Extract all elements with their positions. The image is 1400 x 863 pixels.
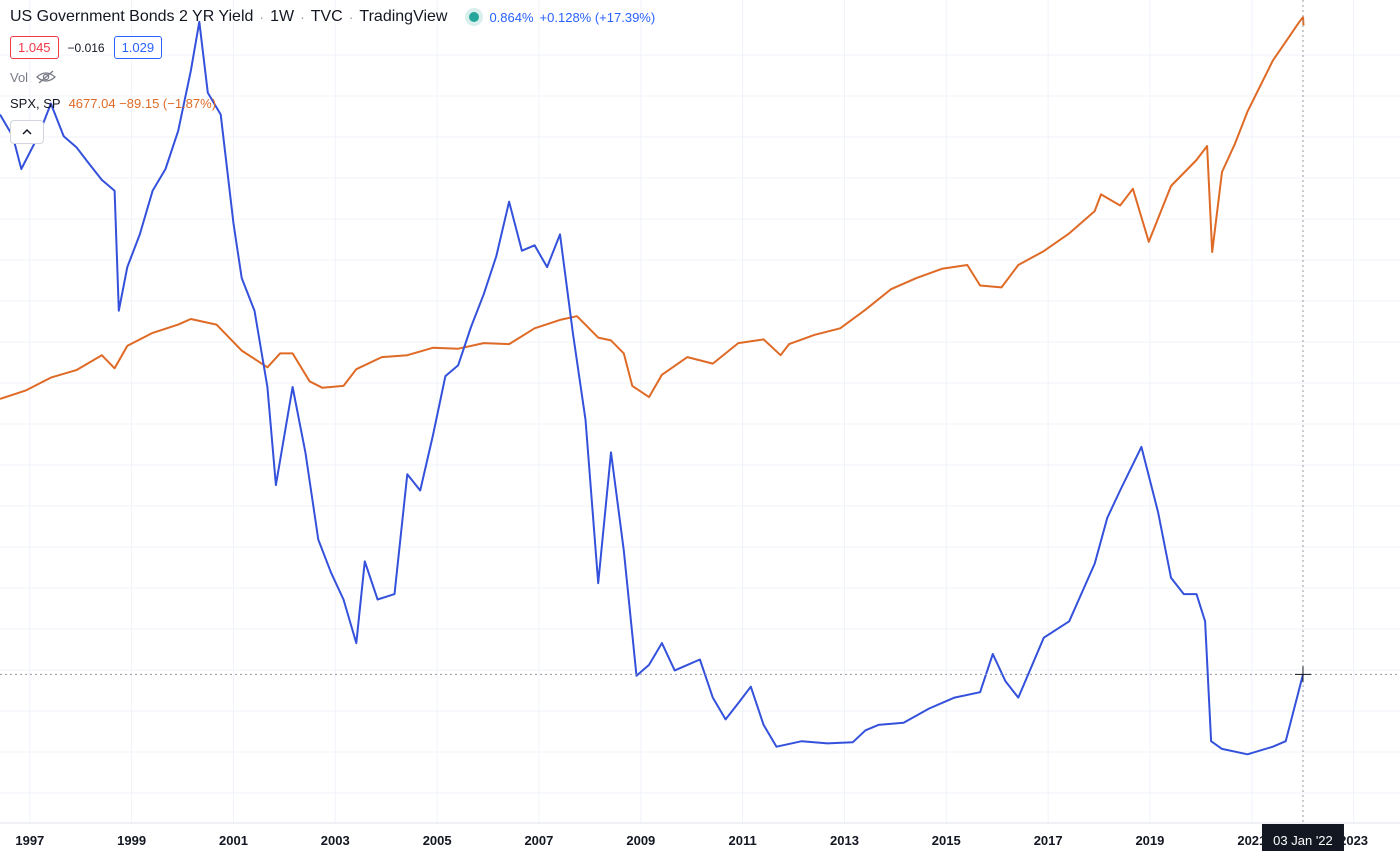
crosshair-date-badge — [1261, 824, 1344, 851]
symbol-title[interactable]: US Government Bonds 2 YR Yield — [10, 8, 254, 25]
x-tick-label: 2023 — [1339, 833, 1368, 848]
compare-symbol[interactable]: SPX, SP — [10, 95, 61, 111]
collapse-legend-button[interactable] — [10, 120, 44, 144]
x-tick-label: 2011 — [728, 833, 756, 848]
x-tick-label: 2013 — [830, 833, 859, 848]
x-tick-label: 2001 — [219, 833, 248, 848]
x-tick-label: 2019 — [1135, 833, 1164, 848]
x-tick-label: 2021 — [1237, 833, 1266, 848]
bid-price[interactable]: 1.045 — [10, 36, 59, 59]
series-layer — [0, 16, 1305, 756]
market-status-icon[interactable] — [469, 12, 480, 22]
compare-symbol-row: SPX, SP 4677.04 −89.15 (−1.87%) — [10, 94, 661, 112]
separator-dot: · — [259, 9, 265, 25]
bid-ask-row: 1.045 −0.016 1.029 — [10, 36, 661, 59]
spx-series-line[interactable] — [0, 16, 1305, 400]
exchange-label: TVC — [310, 8, 343, 25]
legend: US Government Bonds 2 YR Yield · 1W · TV… — [10, 6, 661, 144]
ask-price[interactable]: 1.029 — [113, 36, 163, 59]
spread-value: −0.016 — [67, 40, 105, 55]
crosshair-date-label: 03 Jan '22 — [1273, 833, 1333, 848]
source-label: TradingView — [359, 8, 448, 25]
grid — [0, 0, 1400, 823]
x-tick-label: 2007 — [524, 833, 553, 848]
x-tick-label: 1999 — [117, 833, 146, 848]
time-axis-background — [0, 823, 1400, 863]
x-tick-label: 2005 — [423, 833, 452, 848]
symbol-header: US Government Bonds 2 YR Yield · 1W · TV… — [10, 6, 661, 28]
separator-dot: · — [348, 9, 354, 25]
eye-hidden-icon[interactable] — [36, 70, 57, 84]
x-tick-label: 2017 — [1034, 833, 1063, 848]
x-tick-label: 2009 — [626, 833, 655, 848]
separator-dot: · — [300, 9, 305, 25]
time-axis: 1997 1999 2001 2003 2005 2007 2009 2011 2013 2015… — [0, 822, 1400, 863]
x-tick-label: 1997 — [15, 833, 44, 848]
compare-values: 4677.04 −89.15 (−1.87%) — [68, 95, 217, 111]
interval-label[interactable]: 1W — [270, 8, 295, 25]
volume-label: Vol — [10, 69, 29, 85]
last-value: 0.864% — [489, 9, 534, 25]
yield-series-line[interactable] — [0, 20, 1304, 756]
price-change: +0.128% (+17.39%) — [539, 9, 656, 25]
x-tick-label: 2015 — [932, 833, 961, 848]
x-tick-label: 2003 — [321, 833, 350, 848]
volume-indicator: Vol — [10, 68, 661, 86]
chevron-up-icon — [21, 123, 33, 141]
